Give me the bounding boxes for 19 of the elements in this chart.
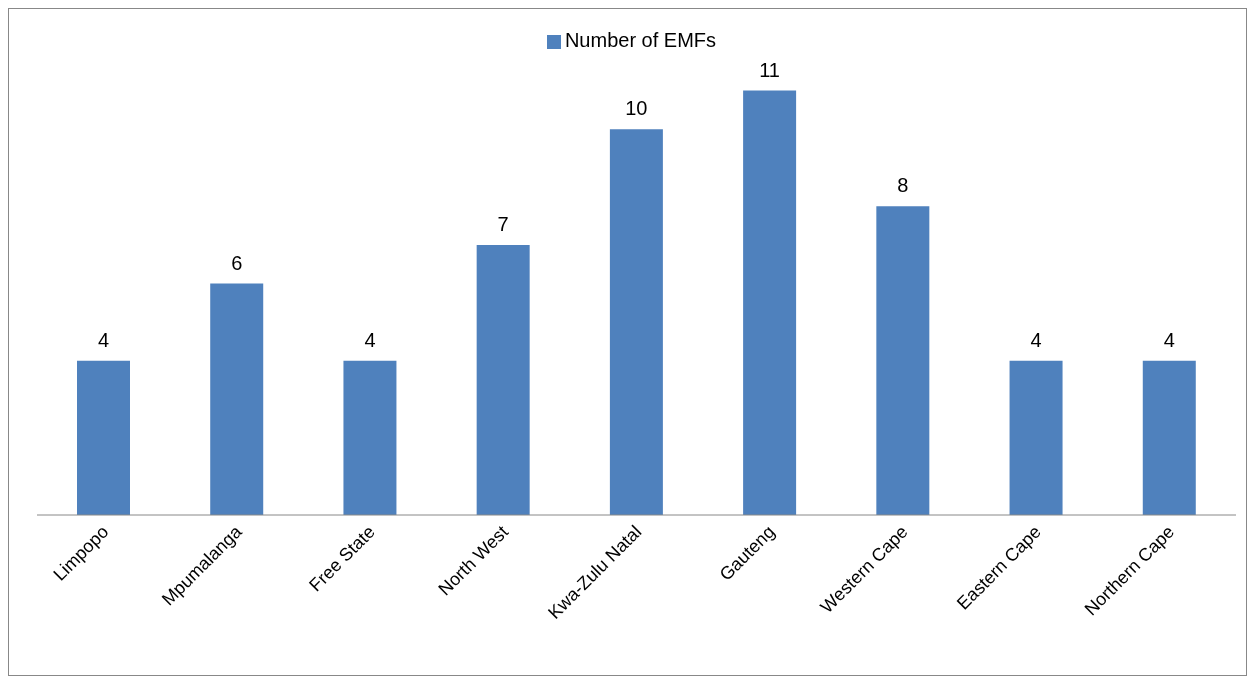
bar xyxy=(876,206,930,515)
data-label: 4 xyxy=(1030,328,1042,351)
bar xyxy=(476,244,530,515)
bar xyxy=(609,129,663,515)
bar xyxy=(1142,360,1196,515)
bar xyxy=(77,360,130,515)
bar xyxy=(1009,360,1063,515)
bar xyxy=(743,90,797,515)
data-label: 4 xyxy=(364,328,376,351)
bar xyxy=(210,283,264,515)
data-label: 7 xyxy=(497,212,509,235)
data-label: 4 xyxy=(97,328,110,351)
bar xyxy=(343,360,397,515)
data-label: 11 xyxy=(759,58,780,81)
data-label: 4 xyxy=(1163,328,1175,351)
data-label: 6 xyxy=(231,251,243,274)
legend-label: Number of EMFs xyxy=(564,29,717,51)
data-label: 8 xyxy=(897,174,909,197)
data-label: 10 xyxy=(625,97,648,120)
